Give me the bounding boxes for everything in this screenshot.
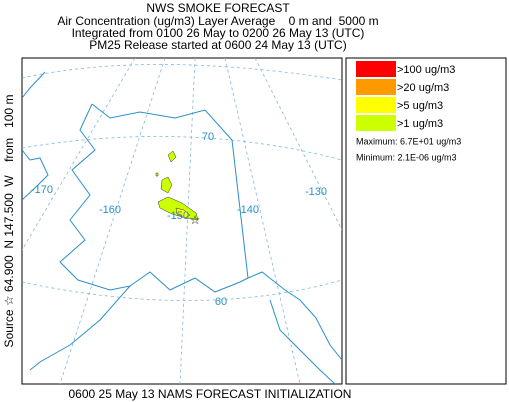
legend-label: >100 ug/m3 [397,64,455,76]
longitude-label: -130 [305,186,327,198]
footer: 0600 25 May 13 NAMS FORECAST INITIALIZAT… [69,387,352,401]
smoke-plume [175,207,191,219]
parallel [22,64,342,81]
latitude-label: 70 [202,131,214,143]
meridian [179,58,196,384]
longitude-label: -160 [99,204,121,216]
parallel [22,136,342,161]
legend-maximum: Maximum: 6.7E+01 ug/m3 [356,136,461,146]
legend-swatch [356,115,396,131]
legend-minimum: Minimum: 2.1E-06 ug/m3 [356,152,457,162]
map-frame [21,57,343,385]
longitude-label: -170 [31,184,53,196]
source-star: ☆ [190,213,201,227]
meridian [224,58,301,384]
legend-swatch [356,97,396,113]
coastline [29,103,132,371]
coastline [22,71,46,99]
legend-label: >20 ug/m3 [397,82,449,94]
coastline [129,271,249,293]
subtitle: Air Concentration (ug/m3) Layer Average … [57,14,378,28]
parallel [22,279,342,301]
meridian [254,58,342,231]
smoke-plume [160,176,173,194]
map: ☆ [21,57,343,385]
legend-swatch [356,61,396,77]
latitude-label: 60 [215,296,227,308]
legend-label: >5 ug/m3 [397,100,443,112]
smoke-plume [167,150,177,163]
legend-swatch [356,79,396,95]
title: NWS SMOKE FORECAST [146,1,290,15]
longitude-label: -140 [237,204,259,216]
subtitle: Integrated from 0100 26 May to 0200 26 M… [72,26,365,40]
longitude-label: -150 [167,210,189,222]
coastline [22,149,49,201]
subtitle: PM25 Release started at 0600 24 May 13 (… [89,38,346,52]
source-label: Source ☆ 64.900 N 147.500 W from 100 m [2,95,16,348]
legend-label: >1 ug/m3 [397,118,443,130]
meridian [22,58,136,251]
smoke-plume [155,172,159,177]
coastline [269,299,336,384]
